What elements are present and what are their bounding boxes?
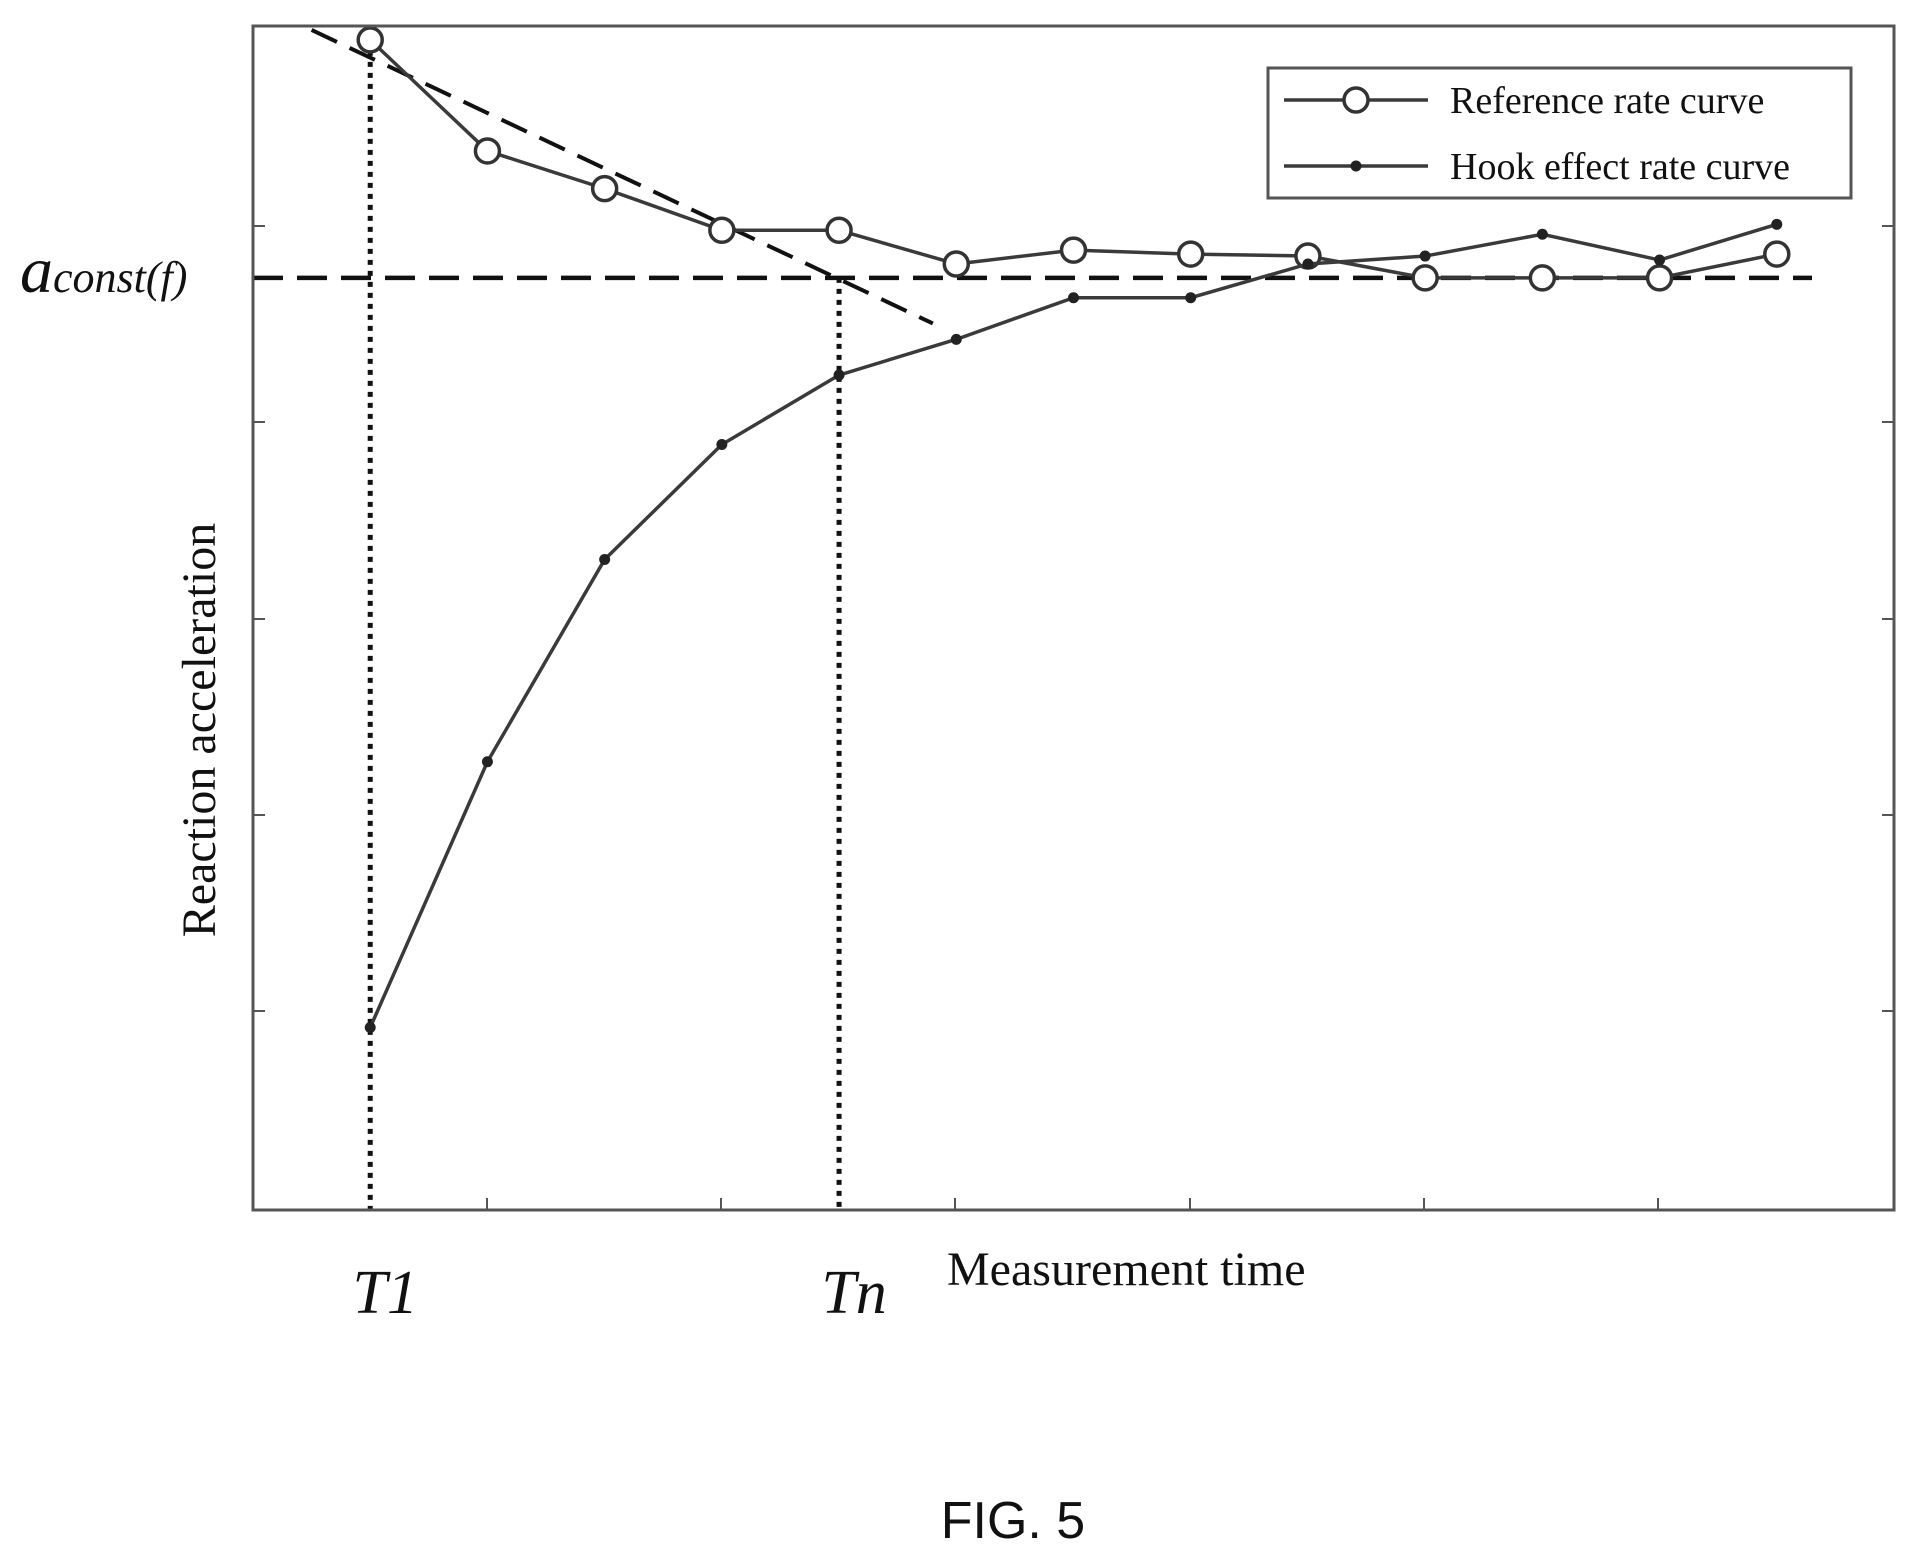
reference-rate-point	[473, 137, 502, 165]
reference-rate-point	[1645, 264, 1674, 292]
tangent-line	[310, 28, 934, 326]
hook-effect-rate-point	[599, 553, 611, 565]
y-axis-label: Reaction acceleration	[173, 523, 226, 937]
hook-effect-rate-line	[368, 222, 1778, 1029]
hook-effect-rate-point	[950, 333, 962, 345]
reference-rate-point	[1059, 236, 1088, 264]
hook-effect-rate-point	[1302, 258, 1314, 270]
reference-rate-point	[942, 250, 971, 278]
reference-rate-point	[1528, 264, 1557, 292]
reference-rate-point	[708, 216, 736, 245]
x-tick-label: T1	[352, 1259, 417, 1327]
hook-effect-rate-point	[833, 369, 845, 381]
legend-label-hook-effect: Hook effect rate curve	[1450, 146, 1790, 188]
hook-effect-rate-point	[716, 438, 728, 450]
reference-rate-point	[1176, 240, 1205, 268]
figure-caption: FIG. 5	[941, 1492, 1085, 1550]
reference-rate-point	[356, 26, 384, 54]
hook-effect-rate-point	[1536, 228, 1548, 240]
legend-marker-dot	[1350, 160, 1362, 172]
legend-label-reference: Reference rate curve	[1450, 80, 1764, 122]
x-axis-label: Measurement time	[947, 1243, 1306, 1296]
hook-effect-rate-point	[1185, 292, 1197, 304]
hook-effect-rate-point	[1068, 292, 1079, 304]
hook-effect-rate-point	[1654, 254, 1666, 266]
plot-frame	[251, 24, 1896, 1212]
constant-acceleration-label: aconst(f)	[20, 234, 187, 307]
reference-rate-point	[590, 174, 619, 203]
hook-effect-rate-point	[1771, 218, 1783, 230]
hook-effect-rate-point	[481, 756, 493, 768]
reference-rate-point	[1411, 264, 1439, 292]
legend-marker-circle	[1342, 86, 1370, 114]
reference-rate-point	[825, 216, 853, 245]
hook-effect-rate-point	[364, 1022, 376, 1034]
legend-box	[1266, 66, 1853, 200]
x-tick-label: Tn	[821, 1259, 886, 1327]
reference-rate-point	[1763, 240, 1791, 268]
hook-effect-rate-point	[1419, 250, 1431, 262]
